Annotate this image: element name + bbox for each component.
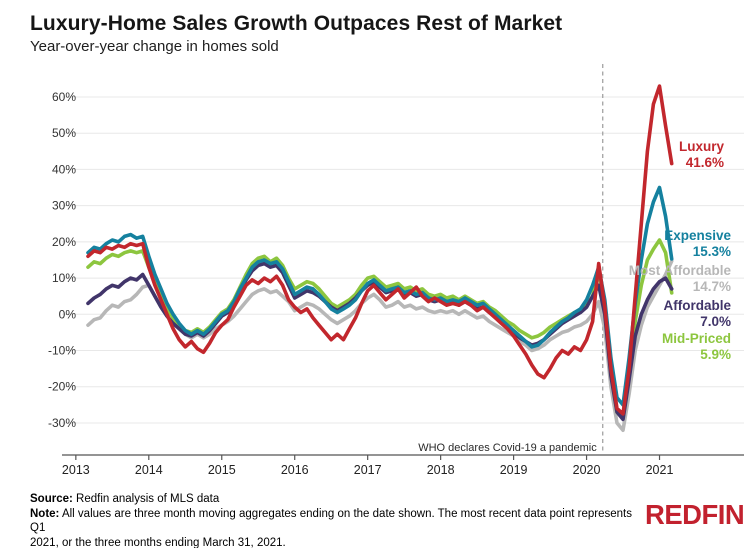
- series-label-name: Luxury: [678, 139, 724, 154]
- series-end-value: 41.6%: [685, 155, 724, 170]
- x-axis-tick-label: 2020: [573, 463, 601, 477]
- note-text-2: 2021, or the three months ending March 3…: [30, 536, 286, 548]
- y-axis-tick-label: 50%: [52, 126, 76, 140]
- y-axis-tick-label: 30%: [52, 199, 76, 213]
- x-axis-tick-label: 2017: [354, 463, 382, 477]
- series-label-luxury: Luxury 41.6%: [679, 139, 724, 171]
- y-axis-tick-label: 60%: [52, 90, 76, 104]
- covid-annotation: WHO declares Covid-19 a pandemic: [418, 442, 597, 454]
- chart-footnote: Source: Redfin analysis of MLS data Note…: [30, 492, 645, 548]
- chart-subtitle: Year-over-year change in homes sold: [30, 38, 279, 55]
- source-label: Source:: [30, 493, 73, 505]
- chart-title: Luxury-Home Sales Growth Outpaces Rest o…: [30, 12, 563, 35]
- y-axis-tick-label: 10%: [52, 271, 76, 285]
- source-text: Redfin analysis of MLS data: [72, 493, 220, 505]
- series-line-mid-priced: [86, 238, 674, 420]
- x-axis-tick-label: 2016: [281, 463, 309, 477]
- series-label-expensive: Expensive 15.3%: [664, 228, 731, 260]
- series-line-expensive: [86, 185, 674, 407]
- y-axis-tick-label: 0%: [59, 307, 77, 321]
- series-label-most-affordable: Most Affordable 14.7%: [629, 263, 731, 295]
- series-end-value: 15.3%: [692, 244, 731, 259]
- series-line-luxury: [86, 84, 674, 416]
- note-label: Note:: [30, 507, 60, 520]
- series-end-value: 14.7%: [692, 279, 731, 294]
- x-axis-tick-label: 2019: [500, 463, 528, 477]
- x-axis-tick-label: 2013: [62, 463, 90, 477]
- series-label-mid-priced: Mid-Priced 5.9%: [662, 331, 731, 363]
- series-label-affordable: Affordable 7.0%: [664, 298, 732, 330]
- series-label-name: Expensive: [664, 228, 731, 243]
- x-axis-tick-label: 2018: [427, 463, 455, 477]
- x-axis-tick-label: 2014: [135, 463, 163, 477]
- source-line: Source: Redfin analysis of MLS data: [30, 492, 645, 507]
- y-axis-tick-label: 20%: [52, 235, 76, 249]
- y-axis-tick-label: -30%: [48, 416, 76, 430]
- y-axis-tick-label: -20%: [48, 380, 76, 394]
- note-text-1: All values are three month moving aggreg…: [30, 507, 632, 535]
- series-label-name: Mid-Priced: [661, 331, 731, 346]
- x-axis-tick-label: 2015: [208, 463, 236, 477]
- series-end-value: 7.0%: [700, 314, 731, 329]
- x-axis-tick-label: 2021: [646, 463, 674, 477]
- series-label-name: Most Affordable: [628, 263, 731, 278]
- y-axis-tick-label: 40%: [52, 162, 76, 176]
- redfin-logo: REDFIN: [644, 499, 745, 530]
- y-axis-tick-label: -10%: [48, 344, 76, 358]
- series-end-value: 5.9%: [700, 347, 731, 362]
- note-line: Note: All values are three month moving …: [30, 507, 645, 548]
- series-label-name: Affordable: [663, 298, 732, 313]
